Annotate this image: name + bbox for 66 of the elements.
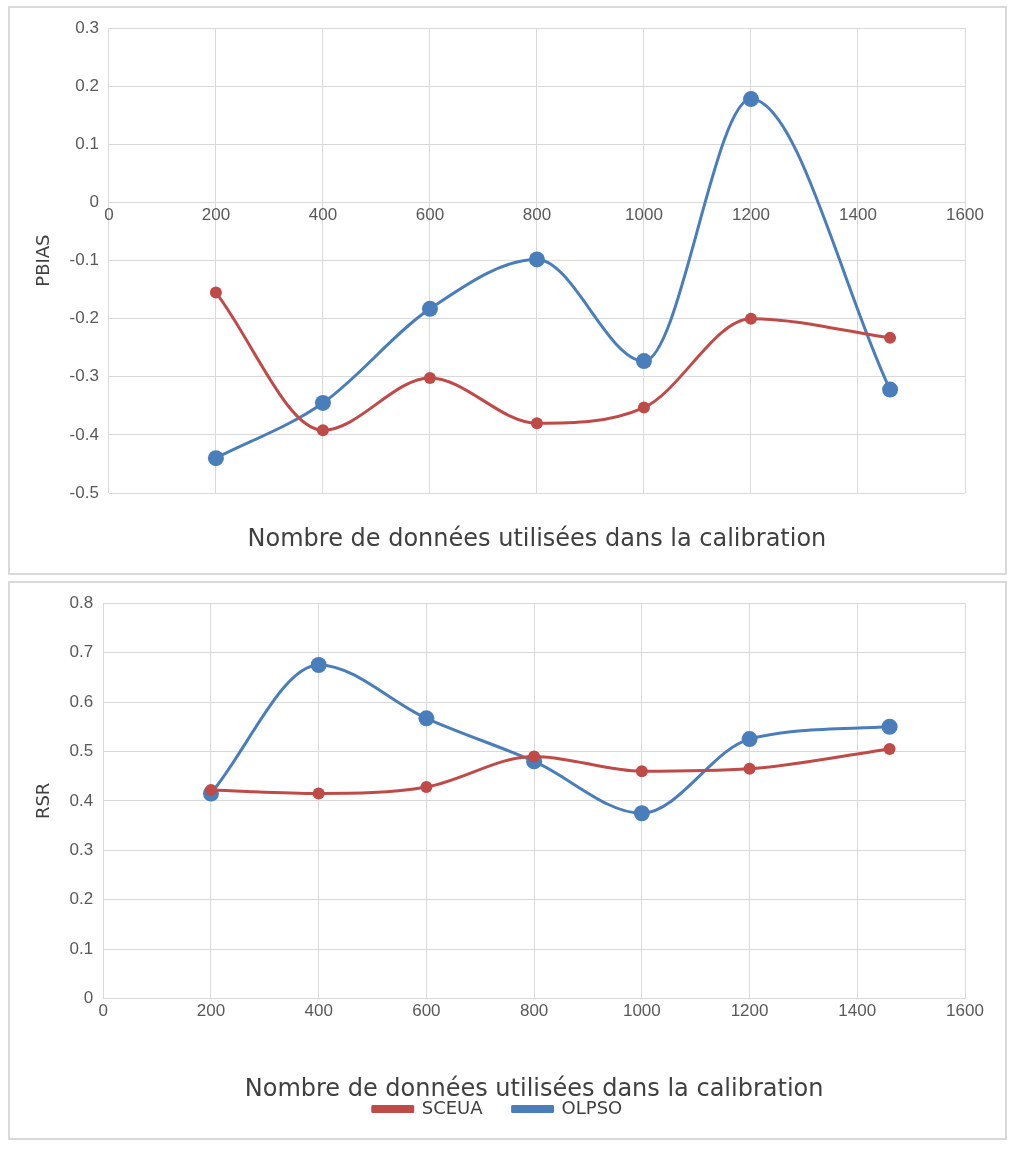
- x-tick-label: 0: [104, 205, 114, 225]
- x-tick-label: 200: [196, 1001, 226, 1021]
- y-tick-label: -0.2: [69, 308, 99, 328]
- y-tick-label: 0.3: [75, 17, 99, 37]
- point: [530, 417, 543, 430]
- y-tick-label: 0: [89, 192, 99, 212]
- point: [316, 424, 329, 437]
- x-tick-label: 800: [522, 205, 552, 225]
- y-tick-label: 0.3: [69, 840, 94, 860]
- y-tick-label: 0.6: [69, 691, 94, 711]
- x-axis-title: Nombre de données utilisées dans la calibration: [247, 523, 827, 552]
- point: [421, 300, 438, 317]
- point: [882, 381, 899, 398]
- x-tick-label: 1000: [625, 205, 663, 225]
- point: [635, 353, 652, 370]
- legend-label: OLPSO: [561, 1096, 623, 1118]
- point: [884, 331, 897, 344]
- x-tick-label: 1200: [730, 1001, 769, 1021]
- x-tick-label: 400: [308, 205, 338, 225]
- y-tick-label: 0.1: [69, 938, 94, 958]
- x-tick-label: 1600: [946, 205, 984, 225]
- point: [635, 765, 648, 778]
- point: [314, 394, 331, 411]
- point: [528, 750, 541, 763]
- y-axis-title: PBIAS: [32, 234, 54, 287]
- point: [637, 401, 650, 414]
- x-tick-label: 600: [412, 1001, 441, 1021]
- x-tick-label: 800: [519, 1001, 549, 1021]
- point: [204, 784, 217, 797]
- point: [528, 251, 545, 268]
- y-tick-label: -0.1: [69, 250, 99, 270]
- point: [741, 731, 758, 748]
- y-tick-label: -0.5: [69, 482, 99, 502]
- point: [207, 450, 224, 467]
- y-tick-label: 0.2: [69, 889, 94, 909]
- x-tick-label: 1400: [839, 205, 877, 225]
- x-tick-label: 1600: [946, 1001, 984, 1021]
- x-tick-label: 400: [304, 1001, 333, 1021]
- point: [883, 743, 896, 755]
- point: [881, 718, 898, 735]
- y-tick-label: 0.5: [69, 741, 94, 761]
- point: [209, 286, 222, 299]
- point: [744, 312, 757, 325]
- point: [743, 762, 756, 775]
- point: [420, 781, 433, 794]
- point: [423, 371, 436, 384]
- y-tick-label: 0.7: [69, 642, 94, 662]
- point: [418, 710, 435, 727]
- x-tick-label: 1400: [838, 1001, 877, 1021]
- y-tick-label: -0.4: [69, 424, 99, 444]
- y-tick-label: 0.1: [75, 134, 99, 154]
- x-tick-label: 1200: [732, 205, 770, 225]
- y-tick-label: 0.2: [75, 75, 99, 95]
- x-tick-label: 200: [201, 205, 231, 225]
- x-tick-label: 600: [415, 205, 445, 225]
- y-tick-label: 0.8: [69, 592, 94, 612]
- x-tick-label: 1000: [622, 1001, 661, 1021]
- y-tick-label: 0: [83, 988, 94, 1008]
- y-tick-label: -0.3: [69, 366, 99, 386]
- point: [742, 91, 759, 108]
- y-axis-title: RSR: [32, 782, 54, 820]
- point: [312, 787, 325, 800]
- point: [310, 656, 327, 673]
- y-tick-label: 0.4: [69, 790, 94, 810]
- legend-label: SCEUA: [421, 1096, 484, 1118]
- point: [633, 805, 650, 822]
